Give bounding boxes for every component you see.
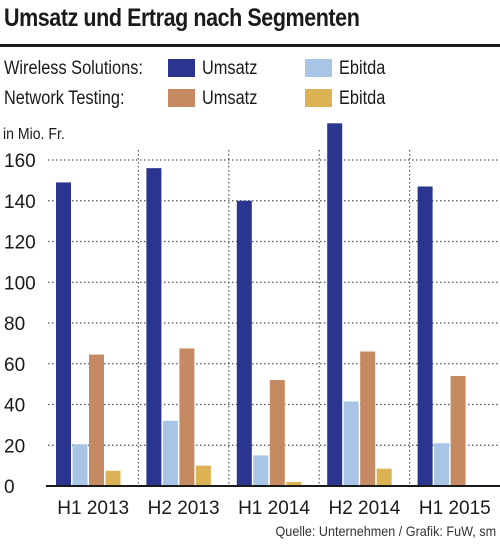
bar [253, 455, 269, 486]
bar [179, 348, 195, 486]
legend-row-network: Network Testing: Umsatz Ebitda [0, 86, 500, 114]
legend-row-wireless: Wireless Solutions: Umsatz Ebitda [0, 56, 500, 84]
y-axis-unit-label: in Mio. Fr. [3, 126, 65, 143]
legend-group-label: Network Testing: [4, 88, 125, 109]
bar [236, 200, 252, 486]
legend-label-wireless-umsatz: Umsatz [202, 58, 258, 79]
title-rule [0, 44, 500, 47]
bar [376, 468, 392, 486]
bar [269, 380, 285, 486]
bar [417, 186, 433, 487]
bar [56, 182, 71, 486]
x-tick-label: H1 2015 [419, 498, 491, 519]
x-tick-label: H1 2014 [238, 498, 310, 519]
y-tick-label: 60 [4, 355, 25, 376]
y-tick-label: 20 [4, 436, 25, 457]
bar [327, 123, 343, 486]
bar [162, 420, 178, 486]
x-tick-label: H1 2013 [57, 498, 129, 519]
bar [195, 465, 211, 486]
bar [72, 444, 88, 486]
legend-label-network-ebitda: Ebitda [339, 88, 386, 109]
bar [146, 168, 162, 486]
legend-swatch-network-umsatz [168, 89, 195, 107]
x-tick-label: H2 2014 [328, 498, 400, 519]
legend-swatch-wireless-ebitda [305, 59, 332, 77]
y-tick-label: 0 [4, 477, 15, 498]
legend-label-wireless-ebitda: Ebitda [339, 58, 386, 79]
source-note: Quelle: Unternehmen / Grafik: FuW, sm [275, 523, 496, 539]
legend-group-label: Wireless Solutions: [4, 58, 143, 79]
bar [286, 481, 302, 486]
y-tick-label: 80 [4, 314, 25, 335]
bar [89, 354, 104, 486]
legend-label-network-umsatz: Umsatz [202, 88, 258, 109]
legend-swatch-network-ebitda [305, 89, 332, 107]
y-tick-label: 120 [4, 233, 36, 254]
y-tick-label: 40 [4, 396, 25, 417]
bar [105, 470, 121, 486]
chart-title: Umsatz und Ertrag nach Segmenten [4, 4, 360, 32]
bar [450, 375, 466, 486]
legend-swatch-wireless-umsatz [168, 59, 195, 77]
bar [434, 443, 450, 486]
y-tick-label: 160 [4, 151, 36, 172]
x-tick-label: H2 2013 [148, 498, 220, 519]
bar [343, 401, 359, 486]
y-tick-label: 140 [4, 192, 36, 213]
y-tick-label: 100 [4, 273, 36, 294]
bar [360, 351, 376, 486]
